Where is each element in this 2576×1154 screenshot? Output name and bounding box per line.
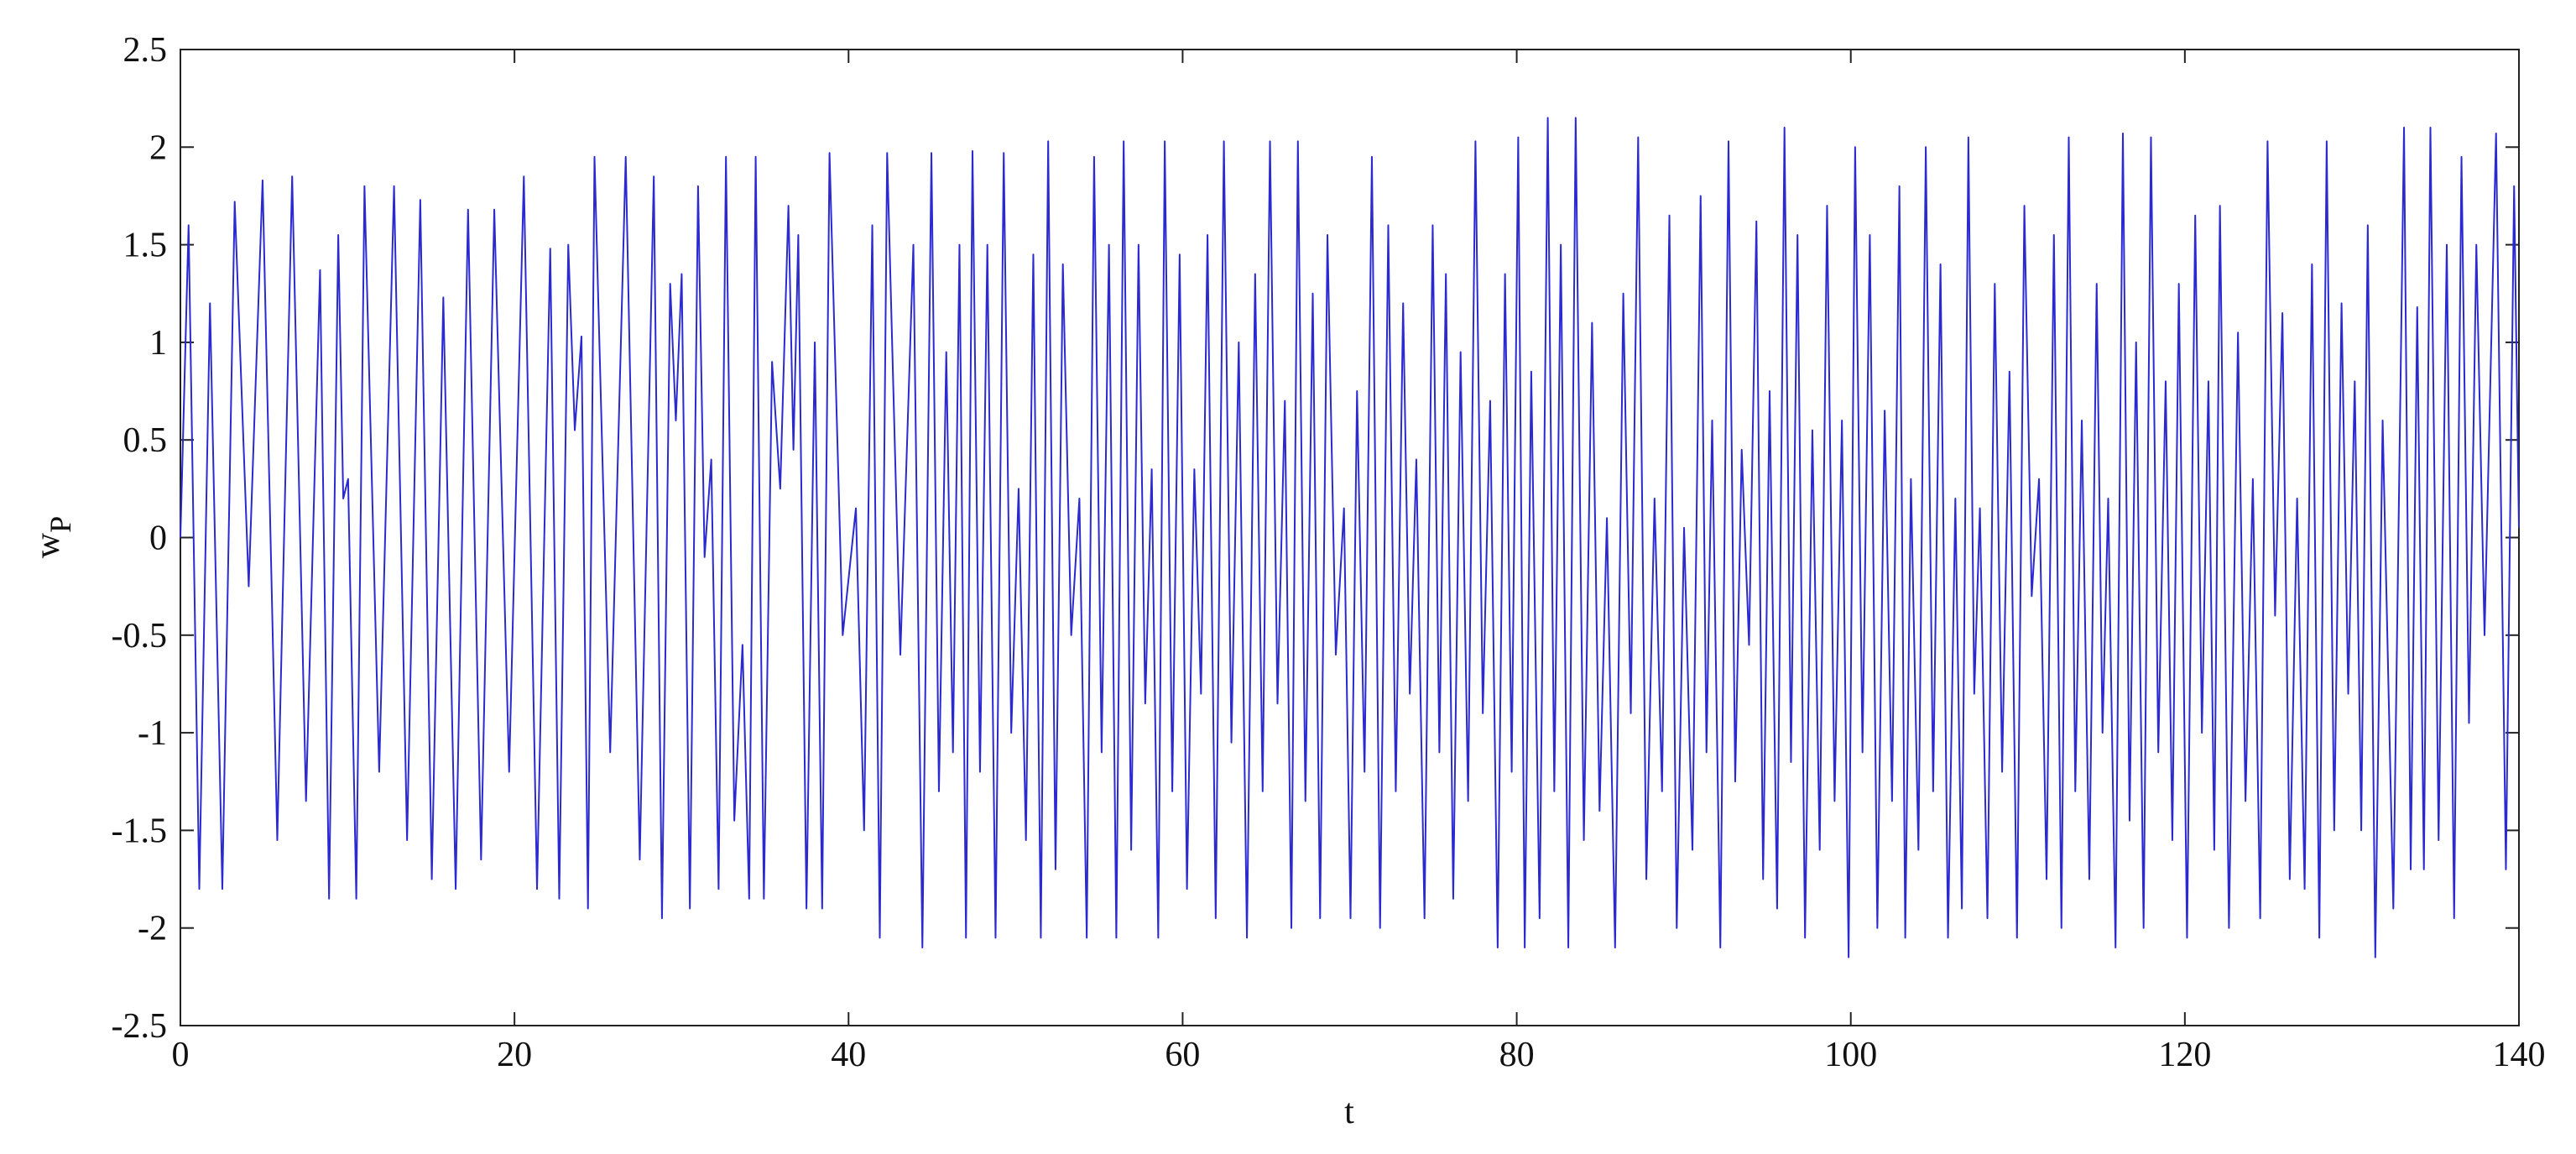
x-tick-label: 40 bbox=[831, 1036, 866, 1074]
y-tick-label: 2.5 bbox=[123, 31, 168, 70]
y-tick-label: 0.5 bbox=[123, 421, 168, 460]
y-axis-label-main: w bbox=[29, 532, 67, 558]
x-tick-label: 0 bbox=[172, 1036, 190, 1074]
x-axis-label: t bbox=[1344, 1093, 1354, 1131]
y-axis-label-sub: P bbox=[44, 516, 77, 533]
series-line bbox=[180, 117, 2520, 958]
y-tick-label: 1.5 bbox=[123, 227, 168, 265]
y-tick-label: 0 bbox=[149, 520, 167, 558]
x-tick-label: 120 bbox=[2158, 1036, 2211, 1074]
y-tick-label: 1 bbox=[149, 324, 167, 363]
y-axis-label: wP bbox=[29, 516, 77, 558]
y-tick-label: -1 bbox=[138, 714, 167, 753]
y-tick-label: -2 bbox=[138, 910, 167, 948]
x-tick-label: 140 bbox=[2493, 1036, 2546, 1074]
y-tick-label: 2 bbox=[149, 128, 167, 167]
x-tick-label: 20 bbox=[497, 1036, 532, 1074]
y-tick-label: -1.5 bbox=[112, 812, 168, 850]
y-tick-label: -0.5 bbox=[112, 617, 168, 655]
x-tick-label: 100 bbox=[1824, 1036, 1877, 1074]
y-tick-label: -2.5 bbox=[112, 1007, 168, 1046]
x-tick-label: 80 bbox=[1499, 1036, 1535, 1074]
x-tick-label: 60 bbox=[1165, 1036, 1200, 1074]
